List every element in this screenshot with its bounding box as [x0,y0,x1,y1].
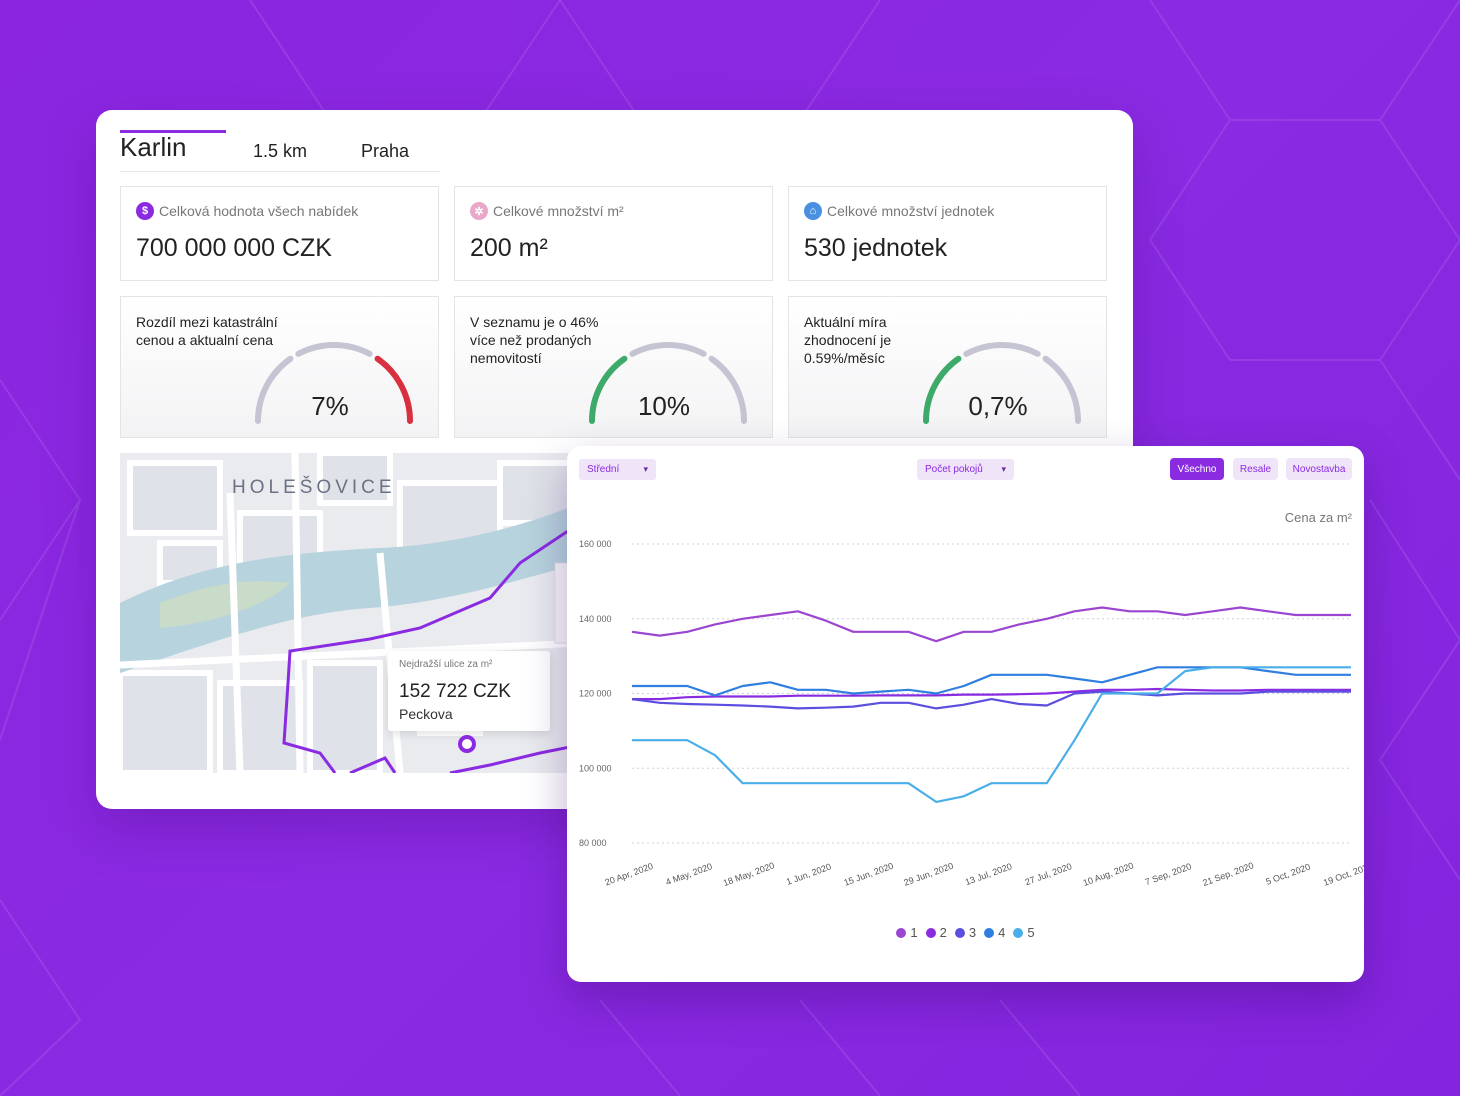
filter-resale-button[interactable]: Resale [1233,458,1278,480]
x-tick-label: 7 Sep, 2020 [1144,861,1193,887]
stat-card-total-value: $ Celková hodnota všech nabídek 700 000 … [120,186,439,281]
y-tick-label: 100 000 [579,763,612,773]
x-tick-label: 27 Jul, 2020 [1024,861,1074,887]
gauge-segment [923,355,962,424]
district-label: HOLEŠOVICE [232,477,396,498]
x-tick-label: 20 Apr, 2020 [604,861,655,888]
x-tick-label: 5 Oct, 2020 [1264,862,1311,887]
stat-label: Celkové množství m² [493,203,624,219]
legend-dot-icon [984,927,995,938]
y-tick-label: 160 000 [579,539,612,549]
x-tick-label: 21 Sep, 2020 [1201,860,1255,888]
gauge-card-cadastral-difference: Rozdíl mezi katastrální cenou a aktualní… [120,296,439,438]
legend-dot-icon [925,927,936,938]
gauge-card-listings-ratio: V seznamu je o 46% více než prodaných ne… [454,296,773,438]
gauge-value: 7% [311,391,349,421]
area-icon: ✲ [470,202,488,220]
room-count-select[interactable]: Počet pokojů ▾ [917,459,1014,480]
stat-label: Celková hodnota všech nabídek [159,203,359,219]
street-price: 152 722 CZK [399,681,511,702]
gauge-meter [589,342,747,424]
gauge-segment [963,342,1041,357]
filter-new-build-button[interactable]: Novostavba [1286,458,1352,480]
street-subtitle: Nejdražší ulice za m² [399,659,493,670]
price-chart-card: Střední ▾ Počet pokojů ▾ Všechno Resale … [567,446,1364,982]
x-tick-label: 19 Oct, 2020 [1322,861,1364,888]
legend-label: 4 [998,925,1006,940]
legend-item-3[interactable]: 3 [954,925,977,940]
series-line-5 [632,666,1351,803]
map-canvas [120,453,580,773]
chart-unit-label: Cena za m² [1284,510,1352,525]
dollar-icon: $ [136,202,154,220]
gauge-segment [629,342,707,357]
x-tick-label: 29 Jun, 2020 [902,861,954,888]
select-value: Počet pokojů [925,464,983,475]
chart-legend: 1 2 3 4 5 [567,925,1364,941]
street-name: Peckova [399,706,453,722]
stat-type-select[interactable]: Střední ▾ [579,459,656,480]
street-info-popup: Nejdražší ulice za m² 152 722 CZK Peckov… [388,651,550,731]
x-tick-label: 1 Jun, 2020 [785,861,833,886]
y-tick-label: 120 000 [579,689,612,699]
legend-item-2[interactable]: 2 [925,925,947,940]
tab-radius[interactable]: 1.5 km [253,141,308,161]
x-tick-label: 13 Jul, 2020 [964,861,1014,887]
line-chart: 80 000 100 000 120 000 140 000 160 000 20 Apr… [579,539,1364,888]
x-tick-label: 18 May, 2020 [722,860,776,888]
active-tab-underline [120,130,226,133]
filter-all-button[interactable]: Všechno [1170,458,1224,480]
location-tabs: Karlin 1.5 km Praha [120,130,440,172]
x-tick-label: 10 Aug, 2020 [1082,860,1135,888]
legend-item-1[interactable]: 1 [896,925,918,940]
gauge-description: Rozdíl mezi katastrální cenou a aktualní… [136,314,278,348]
tab-karlin[interactable]: Karlin [120,132,187,162]
stat-card-total-area: ✲ Celkové množství m² 200 m² [454,186,773,281]
legend-item-4[interactable]: 4 [984,925,1005,940]
chevron-down-icon: ▾ [643,464,648,474]
gauge-card-appreciation-rate: Aktuální míra zhodnocení je 0.59%/měsíc … [788,296,1107,438]
legend-item-5[interactable]: 5 [1013,925,1035,940]
gauge-description: Aktuální míra zhodnocení je 0.59%/měsíc [804,314,892,366]
legend-dot-icon [1013,927,1024,938]
gauge-segment [1042,355,1081,424]
stat-card-total-units: ⌂ Celkové množství jednotek 530 jednotek [788,186,1107,281]
legend-label: 5 [1027,925,1035,940]
gauge-segment [295,342,373,357]
gauge-meter [923,342,1081,424]
series-line-3 [631,690,1351,710]
gauge-segment [374,355,413,424]
series-line-2 [632,687,1351,701]
legend-dot-icon [896,927,907,938]
legend-label: 3 [968,925,977,940]
gauge-segment [589,355,628,424]
legend-label: 2 [939,925,947,940]
units-icon: ⌂ [804,202,822,220]
gauge-value: 0,7% [968,391,1028,421]
gauge-segment [708,355,747,424]
x-tick-label: 4 May, 2020 [664,861,713,887]
gauge-value: 10% [637,391,691,421]
chevron-down-icon: ▾ [1001,464,1006,474]
stat-label: Celkové množství jednotek [827,203,995,219]
x-tick-label: 15 Jun, 2020 [842,861,894,888]
series-line-1 [631,606,1351,643]
legend-dot-icon [954,927,965,938]
gauge-segment [255,355,294,424]
stat-value: 530 jednotek [804,234,948,262]
gauge-description: V seznamu je o 46% více než prodaných ne… [470,314,599,366]
gauge-meter [255,342,413,424]
stat-value: 200 m² [470,234,548,262]
map-pin-icon[interactable] [458,735,476,753]
y-tick-label: 80 000 [579,838,607,848]
y-tick-label: 140 000 [579,614,612,624]
stat-value: 700 000 000 CZK [136,234,332,262]
select-value: Střední [587,464,620,475]
legend-label: 1 [910,925,918,940]
tab-praha[interactable]: Praha [361,141,410,161]
map[interactable]: HOLEŠOVICE Nejdražší ulice za m² 152 722… [120,453,580,773]
